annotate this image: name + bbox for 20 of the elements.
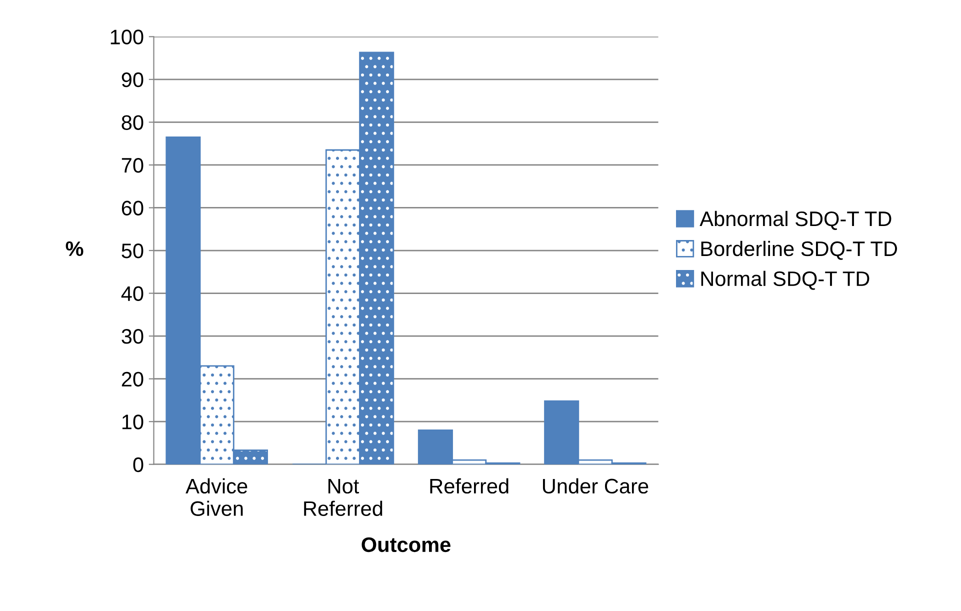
y-tick-label: 90 xyxy=(122,72,144,88)
y-tick-label: 0 xyxy=(133,457,144,472)
y-axis-title: % xyxy=(66,241,84,256)
y-tick-label: 20 xyxy=(122,372,144,387)
x-tick-label: Under Care xyxy=(542,478,648,494)
y-tick-label: 50 xyxy=(122,244,144,258)
y-tick-label: 10 xyxy=(122,414,144,430)
y-tick-label: 80 xyxy=(122,115,144,130)
x-tick-label: Not Referred xyxy=(304,479,382,516)
y-tick-label: 70 xyxy=(122,158,144,173)
legend-label: Abnormal SDQ-T TD xyxy=(700,210,892,230)
y-tick-label: 100 xyxy=(110,30,144,44)
y-tick-label: 60 xyxy=(122,200,144,216)
legend-label: Borderline SDQ-T TD xyxy=(701,240,898,260)
y-tick-label: 30 xyxy=(122,329,144,344)
legend-label: Normal SDQ-T TD xyxy=(701,270,870,290)
x-tick-label: Referred xyxy=(430,478,508,494)
x-tick-label: Advice Given xyxy=(186,478,248,516)
x-axis-title: Outcome xyxy=(362,537,450,552)
y-tick-label: 40 xyxy=(121,286,144,302)
